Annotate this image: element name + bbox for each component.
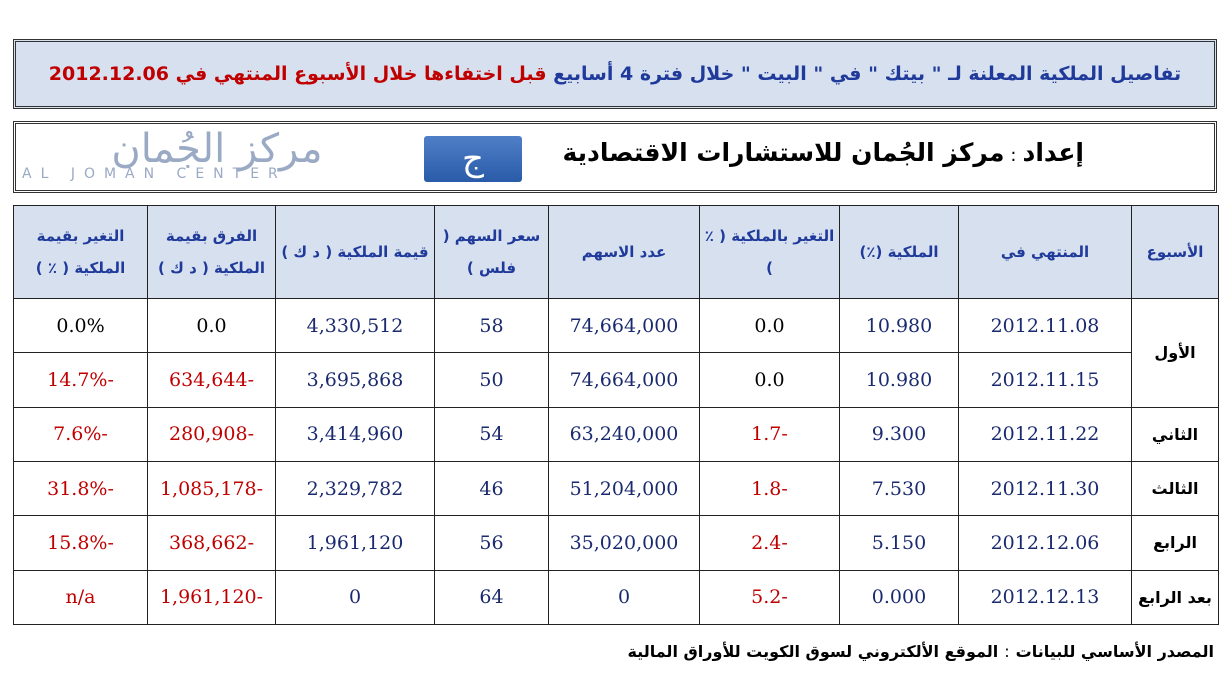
col-header-value-diff: الفرق بقيمة الملكية ( د ك ) (147, 205, 276, 299)
week-cell: الثالث (1131, 460, 1219, 517)
table-row: الثاني 2012.11.22 9.300 -1.7 63,240,000 … (13, 406, 1219, 462)
data-source-note: المصدر الأساسي للبيانات: الموقع الألكترون… (627, 642, 1214, 661)
table-row: بعد الرابع 2012.12.13 0.000 -5.2 0 64 0 … (13, 569, 1219, 626)
value-cell: 4,330,512 (275, 297, 435, 354)
source-colon: : (1004, 642, 1010, 661)
source-value: الموقع الألكتروني لسوق الكويت للأوراق ال… (627, 642, 999, 661)
end-date-cell: 2012.11.15 (958, 352, 1132, 408)
value-change-cell: -15.8% (13, 515, 148, 571)
value-change-cell: -14.7% (13, 352, 148, 408)
logo-arabic-text: مركز الجُمان (111, 126, 323, 172)
ownership-change-cell: 0.0 (699, 352, 840, 408)
table-row: الأول 2012.11.08 10.980 0.0 74,664,000 5… (13, 297, 1219, 408)
end-date-cell: 2012.11.22 (958, 406, 1132, 462)
value-diff-cell: -280,908 (147, 406, 276, 462)
week-cell: الأول (1131, 298, 1219, 408)
al-joman-logo: مركز الجُمان AL JOMAN CENTER ج (22, 126, 532, 184)
value-cell: 1,961,120 (275, 515, 435, 571)
ownership-cell: 10.980 (839, 297, 959, 354)
value-change-cell: -31.8% (13, 460, 148, 517)
prepared-by-name: مركز الجُمان للاستشارات الاقتصادية (562, 138, 1005, 167)
col-header-ownership-change: التغير بالملكية ( ٪ ) (699, 205, 840, 299)
value-cell: 3,695,868 (275, 352, 435, 408)
ownership-change-cell: -1.7 (699, 406, 840, 462)
week-cell: بعد الرابع (1131, 569, 1219, 626)
col-header-price: سعر السهم ( فلس ) (434, 205, 549, 299)
shares-cell: 74,664,000 (548, 297, 700, 354)
ownership-change-cell: -5.2 (699, 569, 840, 626)
ownership-table: الأسبوع المنتهي في الملكية (٪) التغير با… (13, 205, 1219, 626)
prepared-colon: : (1010, 145, 1017, 166)
ownership-change-cell: 0.0 (699, 297, 840, 354)
end-date-cell: 2012.11.30 (958, 460, 1132, 517)
value-diff-cell: -1,085,178 (147, 460, 276, 517)
week-cell: الرابع (1131, 515, 1219, 571)
col-header-value-change: التغير بقيمة الملكية ( ٪ ) (13, 205, 148, 299)
title-part-1: تفاصيل الملكية المعلنة لـ " بيتك " في " … (546, 63, 1182, 85)
logo-english-text: AL JOMAN CENTER (22, 166, 287, 182)
source-label: المصدر الأساسي للبيانات (1015, 642, 1214, 661)
value-change-cell: n/a (13, 569, 148, 626)
ownership-change-cell: -1.8 (699, 460, 840, 517)
value-diff-cell: -368,662 (147, 515, 276, 571)
shares-cell: 74,664,000 (548, 352, 700, 408)
ownership-cell: 9.300 (839, 406, 959, 462)
price-cell: 50 (434, 352, 549, 408)
price-cell: 46 (434, 460, 549, 517)
col-header-week: الأسبوع (1131, 205, 1219, 299)
price-cell: 56 (434, 515, 549, 571)
ownership-change-cell: -2.4 (699, 515, 840, 571)
table-row: 2012.11.15 10.980 0.0 74,664,000 50 3,69… (13, 352, 1219, 408)
col-header-value: قيمة الملكية ( د ك ) (275, 205, 435, 299)
ownership-cell: 7.530 (839, 460, 959, 517)
table-header-row: الأسبوع المنتهي في الملكية (٪) التغير با… (13, 205, 1219, 299)
end-date-cell: 2012.12.13 (958, 569, 1132, 626)
end-date-cell: 2012.11.08 (958, 297, 1132, 354)
value-diff-cell: 0.0 (147, 297, 276, 354)
week-cell: الثاني (1131, 406, 1219, 462)
prepared-by: إعداد:مركز الجُمان للاستشارات الاقتصادية (563, 138, 1085, 167)
price-cell: 64 (434, 569, 549, 626)
price-cell: 54 (434, 406, 549, 462)
shares-cell: 63,240,000 (548, 406, 700, 462)
value-cell: 2,329,782 (275, 460, 435, 517)
ownership-cell: 5.150 (839, 515, 959, 571)
value-change-cell: 0.0% (13, 297, 148, 354)
col-header-end-date: المنتهي في (958, 205, 1132, 299)
table-row: الرابع 2012.12.06 5.150 -2.4 35,020,000 … (13, 515, 1219, 571)
logo-mark-icon: ج (424, 136, 522, 182)
value-diff-cell: -634,644 (147, 352, 276, 408)
shares-cell: 51,204,000 (548, 460, 700, 517)
value-diff-cell: -1,961,120 (147, 569, 276, 626)
value-cell: 3,414,960 (275, 406, 435, 462)
value-change-cell: -7.6% (13, 406, 148, 462)
report-title: تفاصيل الملكية المعلنة لـ " بيتك " في " … (13, 39, 1217, 109)
col-header-ownership: الملكية (٪) (839, 205, 959, 299)
ownership-cell: 0.000 (839, 569, 959, 626)
prepared-by-banner: إعداد:مركز الجُمان للاستشارات الاقتصادية… (13, 121, 1217, 193)
shares-cell: 0 (548, 569, 700, 626)
ownership-cell: 10.980 (839, 352, 959, 408)
prepared-label: إعداد (1022, 138, 1085, 167)
title-part-2: قبل اختفاءها خلال الأسبوع المنتهي في 201… (48, 63, 547, 85)
value-cell: 0 (275, 569, 435, 626)
end-date-cell: 2012.12.06 (958, 515, 1132, 571)
price-cell: 58 (434, 297, 549, 354)
table-row: الثالث 2012.11.30 7.530 -1.8 51,204,000 … (13, 460, 1219, 517)
shares-cell: 35,020,000 (548, 515, 700, 571)
col-header-shares: عدد الاسهم (548, 205, 700, 299)
